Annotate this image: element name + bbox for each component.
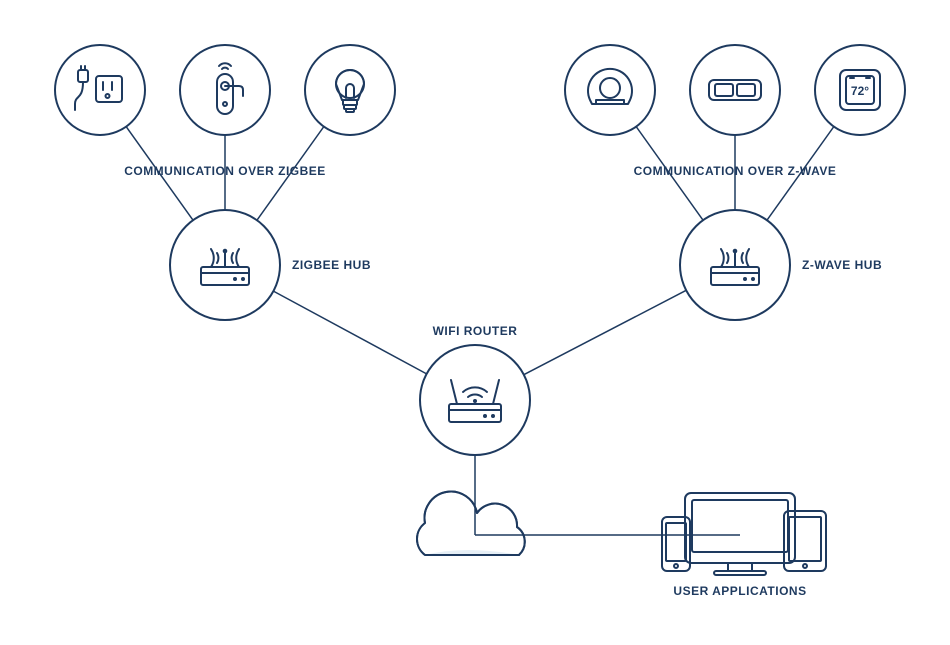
node-dev_bulb [305, 45, 395, 135]
node-devices [662, 493, 826, 575]
thermostat-icon: 72° [840, 70, 880, 110]
node-dev_plug [55, 45, 145, 135]
node-label: Z-WAVE HUB [802, 258, 882, 272]
edge [524, 290, 686, 374]
node-dev_robot [565, 45, 655, 135]
node-router [420, 345, 530, 455]
group-label: COMMUNICATION OVER ZIGBEE [124, 164, 326, 178]
node-hub_zigbee [170, 210, 280, 320]
group-label: COMMUNICATION OVER Z-WAVE [634, 164, 837, 178]
network-diagram: 72° COMMUNICATION OVER ZIGBEE COMMUNICATI… [0, 0, 950, 645]
edge [273, 291, 426, 374]
node-dev_switch [690, 45, 780, 135]
node-dev_thermo: 72° [815, 45, 905, 135]
svg-text:72°: 72° [851, 84, 869, 98]
node-label: ZIGBEE HUB [292, 258, 371, 272]
node-cloud [417, 492, 525, 555]
node-dev_lock [180, 45, 270, 135]
devices-icon [662, 493, 826, 575]
node-hub_zwave [680, 210, 790, 320]
cloud-icon [417, 492, 525, 555]
node-label: WIFI ROUTER [433, 324, 518, 338]
node-label: USER APPLICATIONS [673, 584, 806, 598]
